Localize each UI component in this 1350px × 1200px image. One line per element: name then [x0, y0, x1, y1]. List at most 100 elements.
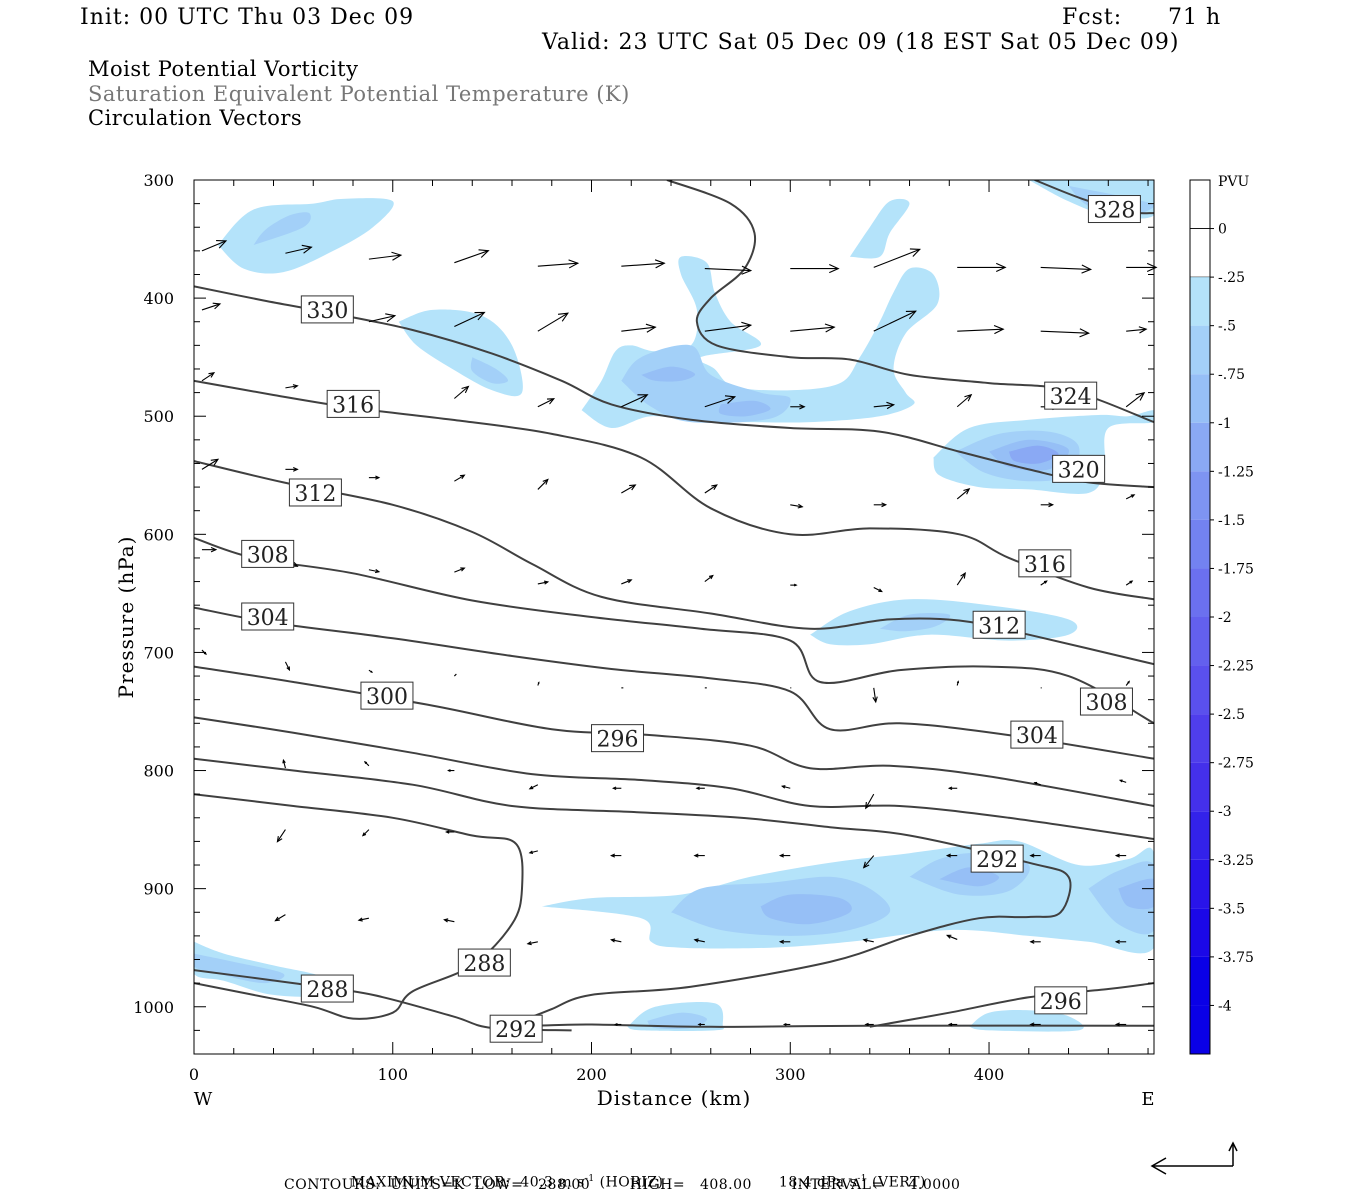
contour-300-7 — [194, 665, 1154, 807]
vector-head — [824, 323, 836, 333]
colorbar-label-0: 0 — [1218, 222, 1227, 238]
vector-head — [301, 244, 313, 254]
vector-shaft — [537, 398, 555, 408]
pv-region-23 — [1118, 878, 1154, 910]
contour-label-text: 292 — [976, 848, 1018, 873]
pv-region-10 — [718, 400, 771, 417]
contour-label-16: 288 — [300, 974, 354, 1003]
vector-head — [212, 302, 222, 310]
vector-head — [829, 264, 840, 274]
circulation-vector-84 — [445, 830, 455, 834]
vector-shaft — [873, 404, 894, 408]
contour-296-11 — [869, 982, 1154, 1028]
circulation-vector-34 — [1125, 391, 1146, 408]
contour-label-5: 312 — [288, 478, 342, 507]
vector-head — [637, 394, 649, 403]
pv-region-2 — [849, 198, 910, 259]
vector-shaft — [454, 567, 465, 573]
circulation-vector-12 — [201, 302, 222, 311]
y-tick-label-900: 900 — [143, 880, 174, 899]
circulation-vector-108 — [947, 1022, 958, 1027]
vector-head — [945, 853, 951, 858]
field-title-mpv: Moist Potential Vorticity — [88, 57, 359, 81]
contour-label-box — [1052, 454, 1106, 483]
vector-head — [613, 1023, 618, 1026]
vector-head — [645, 323, 657, 333]
vector-head — [956, 680, 960, 684]
vector-shaft — [873, 310, 916, 332]
vector-shaft — [454, 474, 465, 482]
circulation-vector-37 — [368, 475, 381, 480]
vector-shaft — [284, 661, 290, 671]
circulation-vector-105 — [697, 1023, 705, 1026]
circulation-vector-7 — [790, 264, 840, 274]
vector-head — [782, 1023, 787, 1026]
vector-head — [724, 395, 737, 404]
circulation-vector-19 — [873, 310, 917, 332]
vector-head — [1127, 680, 1130, 684]
vector-shaft — [201, 303, 221, 311]
circulation-vector-57 — [1040, 580, 1048, 586]
vector-head — [886, 401, 896, 410]
vector-head — [1029, 853, 1035, 858]
contour-label-text: 316 — [1024, 553, 1066, 578]
contour-label-text: 316 — [332, 393, 374, 418]
contour-label-box — [970, 844, 1024, 873]
vector-head — [361, 832, 367, 837]
contour-label-text: 328 — [1093, 199, 1135, 224]
max-vector-vert-tag: (VERT) — [867, 1174, 926, 1191]
contour-label-6: 308 — [241, 539, 295, 568]
vector-shaft — [947, 934, 958, 940]
field-title-vectors: Circulation Vectors — [88, 106, 303, 130]
vector-head — [741, 265, 753, 275]
vector-shaft — [782, 785, 791, 789]
vector-head — [461, 385, 470, 394]
vector-shaft — [790, 504, 803, 508]
circulation-vector-16 — [621, 323, 657, 333]
circulation-vector-18 — [790, 323, 836, 333]
vector-head — [528, 785, 534, 790]
contour-label-8: 304 — [241, 602, 295, 631]
contour-label-17: 296 — [1034, 986, 1088, 1015]
vector-head — [693, 938, 699, 943]
contour-label-layer: 328 330 316 324 320 312 308 316 304 312 300 308 296 3… — [241, 195, 1141, 1043]
vector-head — [963, 488, 971, 495]
contour-label-box — [288, 478, 342, 507]
circulation-vector-41 — [704, 484, 718, 494]
vector-shaft — [362, 829, 370, 836]
vector-head — [864, 1022, 869, 1027]
vector-head — [881, 502, 888, 508]
vector-head — [996, 262, 1007, 272]
colorbar-swatch-3 — [1190, 325, 1210, 375]
circulation-vector-2 — [368, 251, 403, 261]
circulation-vector-94 — [357, 917, 370, 922]
circulation-vector-95 — [443, 918, 455, 923]
vector-shaft — [873, 248, 920, 268]
contour-label-12: 296 — [591, 724, 645, 753]
vector-shaft — [704, 268, 751, 272]
circulation-vector-110 — [1114, 1022, 1127, 1027]
circulation-vector-layer — [201, 240, 1158, 1027]
circulation-vector-53 — [704, 574, 714, 583]
circulation-vector-79 — [947, 786, 958, 791]
contour-label-box — [1010, 720, 1064, 749]
colorbar-swatch-15 — [1190, 908, 1210, 957]
circulation-vector-73 — [447, 769, 455, 772]
colorbar-swatch-12 — [1190, 762, 1210, 812]
circulation-vector-47 — [201, 546, 218, 553]
vector-shaft — [453, 673, 457, 677]
vector-head — [905, 310, 917, 320]
max-vector-vert-readout: 18.4 dPa s-1 (VERT) — [778, 1174, 926, 1191]
pv-region-16 — [879, 613, 951, 632]
x-axis-title: Distance (km) — [597, 1086, 752, 1110]
contour-label-9: 312 — [972, 610, 1026, 639]
circulation-vector-86 — [609, 853, 622, 858]
vector-head — [374, 569, 381, 574]
vector-shaft — [704, 484, 718, 494]
vector-head — [947, 1022, 953, 1027]
vector-head — [1114, 853, 1120, 858]
circulation-vector-52 — [621, 579, 633, 585]
circulation-vector-39 — [537, 478, 549, 490]
circulation-vector-83 — [361, 829, 370, 837]
vector-head — [693, 853, 699, 858]
